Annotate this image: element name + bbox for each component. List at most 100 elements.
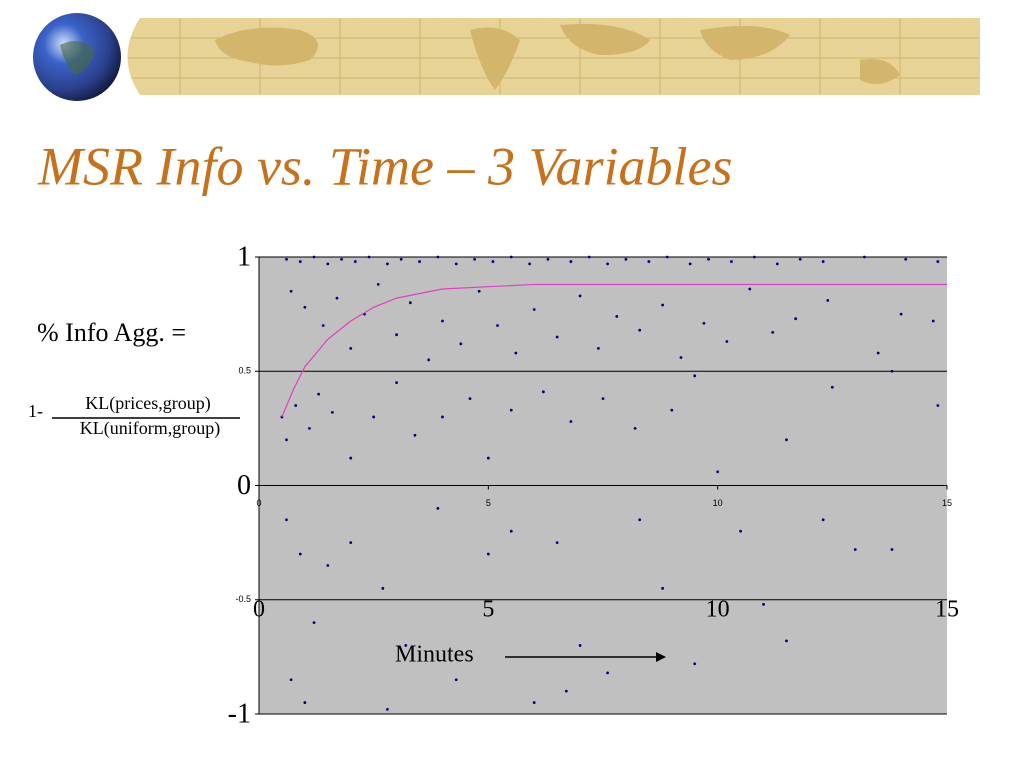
data-point	[707, 257, 710, 261]
data-point	[321, 324, 325, 327]
data-point	[679, 356, 683, 359]
data-point	[578, 294, 582, 298]
data-point	[693, 662, 697, 666]
plot: -1-0.500.510 5 10 15	[228, 241, 952, 729]
data-point	[404, 644, 408, 647]
data-point	[285, 257, 288, 261]
data-point	[441, 319, 444, 323]
data-point	[624, 257, 628, 261]
data-point	[569, 260, 573, 263]
data-point	[771, 331, 775, 334]
data-point	[285, 438, 288, 442]
data-point	[826, 299, 830, 302]
data-point	[459, 342, 463, 346]
data-point	[936, 260, 940, 263]
data-point	[633, 426, 637, 430]
header-banner	[33, 13, 980, 101]
data-point	[427, 358, 431, 362]
data-point	[496, 324, 499, 327]
data-point	[468, 397, 472, 401]
data-point	[748, 287, 752, 291]
data-point	[386, 262, 389, 266]
data-point	[395, 333, 398, 337]
data-point	[564, 689, 568, 693]
data-point	[298, 260, 302, 263]
data-point	[597, 347, 600, 350]
x-tick-label: 10	[713, 498, 723, 508]
data-point	[853, 548, 857, 551]
data-point	[326, 262, 330, 266]
x-tick-label: 15	[942, 498, 952, 508]
data-point	[349, 541, 353, 545]
data-point	[730, 260, 733, 263]
data-point	[340, 257, 343, 261]
data-point	[578, 644, 582, 647]
y-tick-label: 0.5	[238, 366, 251, 376]
y-tick-label: 1	[237, 241, 251, 272]
x-tick-label-large: 10	[706, 597, 730, 623]
data-point	[752, 255, 756, 259]
data-point	[386, 708, 389, 711]
formula-denominator: KL(uniform,group)	[80, 418, 220, 439]
x-label: Minutes	[395, 642, 474, 668]
data-point	[798, 257, 802, 261]
data-point	[289, 289, 293, 293]
data-point	[441, 415, 444, 419]
data-point	[936, 404, 940, 407]
formula-prefix: 1-	[28, 401, 43, 421]
data-point	[303, 701, 307, 704]
data-point	[486, 456, 490, 460]
data-point	[541, 390, 545, 394]
data-point	[794, 317, 798, 321]
data-point	[693, 374, 697, 378]
data-point	[876, 351, 880, 355]
data-point	[821, 260, 825, 263]
data-point	[555, 541, 559, 545]
data-point	[890, 548, 894, 551]
data-point	[303, 305, 307, 309]
data-point	[289, 678, 293, 682]
data-point	[762, 602, 765, 606]
data-point	[716, 470, 720, 474]
data-point	[509, 255, 513, 259]
data-point	[601, 397, 605, 401]
arrow-head	[656, 652, 666, 662]
y-tick-label: 0	[237, 470, 251, 501]
data-point	[491, 260, 495, 263]
trend-line	[281, 283, 947, 418]
data-point	[376, 283, 380, 286]
data-point	[569, 420, 573, 423]
data-point	[587, 255, 591, 259]
data-point	[532, 701, 536, 704]
data-point	[298, 552, 302, 556]
data-point	[381, 586, 385, 590]
data-point	[615, 315, 619, 318]
data-point	[890, 369, 894, 373]
data-point	[454, 678, 458, 682]
data-point	[670, 408, 674, 412]
y-tick-label: -1	[228, 698, 251, 729]
data-point	[413, 433, 417, 437]
data-point	[372, 415, 376, 419]
data-point	[725, 340, 729, 343]
y-label: % Info Agg. =	[37, 318, 186, 347]
data-point	[702, 321, 706, 325]
data-point	[294, 404, 298, 407]
data-point	[312, 255, 316, 259]
data-point	[454, 262, 458, 266]
data-point	[638, 328, 642, 332]
data-point	[688, 262, 692, 266]
data-point	[477, 289, 481, 293]
data-point	[532, 308, 536, 311]
data-point	[661, 586, 665, 590]
formula-numerator: KL(prices,group)	[85, 393, 210, 414]
data-point	[486, 552, 490, 556]
data-point	[436, 506, 440, 510]
data-point	[399, 257, 403, 261]
data-point	[665, 255, 669, 259]
y-tick-label: -0.5	[235, 594, 251, 604]
data-point	[528, 262, 532, 266]
data-point	[775, 262, 779, 266]
data-point	[606, 262, 609, 266]
